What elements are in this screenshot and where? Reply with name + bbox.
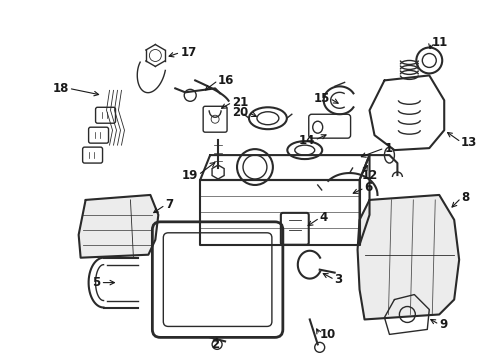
Text: 21: 21 <box>232 96 248 109</box>
Text: 14: 14 <box>298 134 314 147</box>
Polygon shape <box>79 195 158 258</box>
Text: 8: 8 <box>460 192 468 204</box>
Text: 4: 4 <box>319 211 327 224</box>
Text: 2: 2 <box>211 338 219 351</box>
Text: 17: 17 <box>180 46 196 59</box>
Text: 12: 12 <box>361 168 377 181</box>
Text: 11: 11 <box>430 36 447 49</box>
Text: 1: 1 <box>384 141 392 155</box>
Text: 16: 16 <box>218 74 234 87</box>
Text: 7: 7 <box>165 198 173 211</box>
Text: 6: 6 <box>364 181 372 194</box>
Text: 19: 19 <box>182 168 198 181</box>
Text: 10: 10 <box>319 328 335 341</box>
Polygon shape <box>357 195 458 319</box>
Text: 3: 3 <box>334 273 342 286</box>
Text: 20: 20 <box>231 106 247 119</box>
Text: 5: 5 <box>92 276 101 289</box>
Text: 18: 18 <box>52 82 68 95</box>
Text: 9: 9 <box>438 318 447 331</box>
Text: 15: 15 <box>313 92 329 105</box>
Text: 13: 13 <box>460 136 476 149</box>
